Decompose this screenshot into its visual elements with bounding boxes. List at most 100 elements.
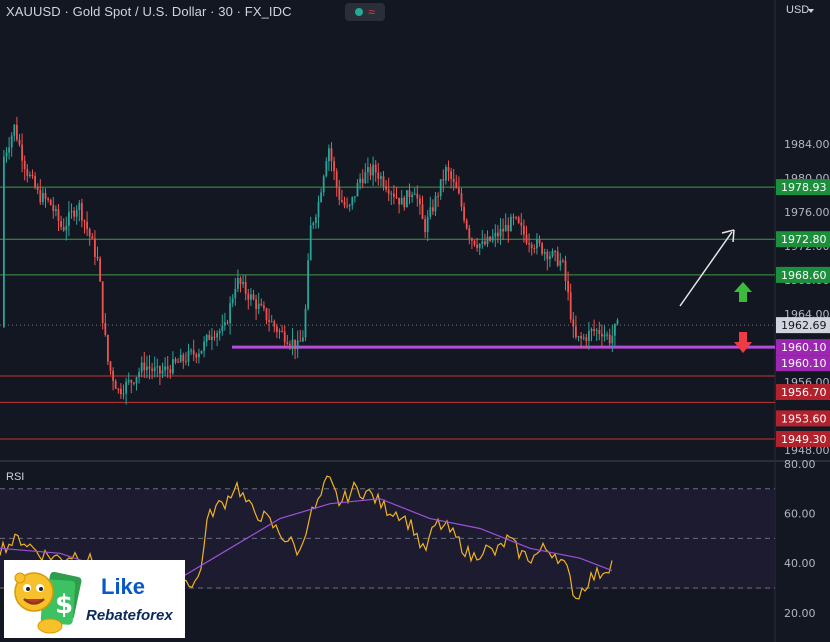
candle-body — [395, 196, 398, 198]
candle-body — [286, 342, 289, 345]
candle-body — [65, 225, 68, 231]
candle-body — [70, 210, 73, 213]
symbol-title[interactable]: XAUUSD · Gold Spot / U.S. Dollar · 30 · … — [6, 4, 292, 19]
price-level-label-box — [776, 384, 830, 401]
candle-body — [538, 239, 541, 244]
candle-body — [52, 205, 55, 212]
candle-body — [8, 147, 10, 153]
candle-body — [62, 227, 65, 231]
candle-body — [507, 225, 510, 232]
candle-body — [387, 189, 390, 194]
candle-body — [382, 176, 385, 187]
candle-body — [198, 353, 200, 358]
candle-body — [390, 193, 393, 195]
rsi-tick-label: 60.00 — [784, 508, 816, 521]
candle-body — [304, 308, 307, 338]
candle-body — [543, 251, 546, 254]
candle-body — [120, 388, 122, 394]
candle-body — [140, 362, 143, 373]
candle-body — [159, 366, 161, 374]
candle-body — [523, 225, 525, 235]
candle-body — [333, 160, 335, 172]
candle-body — [312, 222, 315, 226]
candle-body — [320, 192, 322, 202]
candle-body — [265, 308, 268, 321]
price-level-label: 1949.30 — [781, 433, 827, 446]
candle-body — [372, 164, 374, 176]
candle-body — [278, 330, 281, 332]
candle-body — [42, 193, 44, 203]
candle-body — [29, 174, 31, 176]
candle-body — [374, 164, 377, 173]
logo-text-rebateforex: Rebateforex — [86, 607, 173, 624]
candle-body — [525, 234, 528, 244]
candle-body — [239, 277, 242, 284]
candle-body — [413, 193, 416, 195]
price-level-label-box — [776, 410, 830, 427]
candle-body — [520, 222, 523, 226]
candle-body — [556, 251, 559, 266]
candle-body — [517, 217, 520, 223]
wave-icon: ≈ — [368, 5, 375, 19]
rsi-pane-title[interactable]: RSI — [6, 471, 25, 483]
candle-body — [541, 243, 543, 254]
candle-body — [234, 288, 237, 299]
candle-body — [575, 326, 577, 338]
candle-body — [346, 205, 348, 207]
candle-body — [406, 190, 408, 208]
candle-body — [237, 277, 239, 289]
candle-body — [117, 388, 120, 390]
candle-body — [611, 335, 614, 344]
candle-body — [562, 260, 564, 262]
candle-body — [325, 161, 328, 177]
candle-body — [497, 232, 499, 237]
price-tick-label: 1948.00 — [784, 444, 830, 457]
candle-body — [190, 350, 192, 352]
candle-body — [434, 196, 437, 212]
candle-body — [348, 204, 351, 207]
candle-body — [218, 331, 221, 334]
candle-body — [231, 298, 234, 304]
candle-body — [255, 299, 257, 309]
candle-body — [322, 176, 325, 193]
candle-body — [268, 320, 270, 322]
candle-body — [476, 244, 478, 248]
candle-body — [91, 236, 94, 239]
candle-body — [460, 193, 463, 207]
candle-body — [263, 305, 265, 309]
candle-body — [478, 244, 481, 248]
currency-selector[interactable]: USD — [786, 4, 810, 16]
candle-body — [419, 198, 421, 205]
market-status-badge[interactable]: ≈ — [345, 3, 385, 21]
candle-body — [247, 293, 250, 300]
candle-body — [421, 204, 424, 220]
candle-body — [567, 280, 569, 293]
candle-body — [107, 335, 109, 362]
candle-body — [606, 334, 608, 336]
rsi-tick-label: 80.00 — [784, 458, 816, 471]
candle-body — [528, 243, 530, 245]
candle-body — [47, 198, 49, 200]
candle-body — [603, 334, 606, 337]
candle-body — [302, 337, 304, 342]
candle-body — [221, 325, 224, 332]
candle-body — [26, 168, 29, 176]
candle-body — [398, 197, 400, 205]
candle-body — [211, 336, 213, 340]
candle-body — [260, 303, 263, 306]
candle-body — [148, 366, 151, 369]
candle-body — [182, 354, 185, 362]
candle-body — [481, 241, 484, 245]
candle-body — [330, 148, 333, 161]
chevron-down-icon[interactable] — [808, 9, 814, 13]
candle-body — [179, 354, 182, 363]
candle-body — [315, 217, 317, 223]
candle-body — [166, 366, 169, 370]
candle-body — [317, 201, 320, 218]
candle-body — [450, 171, 452, 179]
mascot-icon: $ — [14, 571, 82, 634]
candle-body — [551, 250, 554, 257]
price-level-label-box — [776, 339, 830, 356]
candle-body — [616, 320, 619, 324]
